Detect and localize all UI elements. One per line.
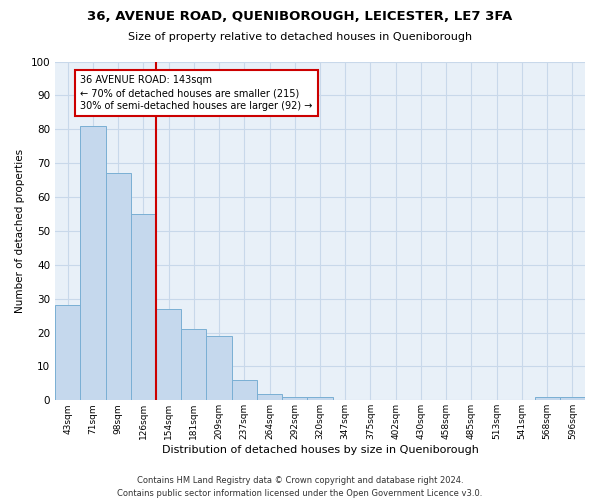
Text: 36 AVENUE ROAD: 143sqm
← 70% of detached houses are smaller (215)
30% of semi-de: 36 AVENUE ROAD: 143sqm ← 70% of detached…	[80, 75, 313, 112]
Bar	[206, 336, 232, 400]
Bar	[232, 380, 257, 400]
Bar	[560, 397, 585, 400]
Y-axis label: Number of detached properties: Number of detached properties	[15, 149, 25, 313]
Bar	[55, 306, 80, 400]
X-axis label: Distribution of detached houses by size in Queniborough: Distribution of detached houses by size …	[161, 445, 478, 455]
Text: Contains HM Land Registry data © Crown copyright and database right 2024.
Contai: Contains HM Land Registry data © Crown c…	[118, 476, 482, 498]
Text: 36, AVENUE ROAD, QUENIBOROUGH, LEICESTER, LE7 3FA: 36, AVENUE ROAD, QUENIBOROUGH, LEICESTER…	[88, 10, 512, 23]
Bar	[307, 397, 332, 400]
Bar	[257, 394, 282, 400]
Bar	[156, 309, 181, 400]
Text: Size of property relative to detached houses in Queniborough: Size of property relative to detached ho…	[128, 32, 472, 42]
Bar	[181, 329, 206, 400]
Bar	[131, 214, 156, 400]
Bar	[282, 397, 307, 400]
Bar	[80, 126, 106, 400]
Bar	[535, 397, 560, 400]
Bar	[106, 174, 131, 400]
